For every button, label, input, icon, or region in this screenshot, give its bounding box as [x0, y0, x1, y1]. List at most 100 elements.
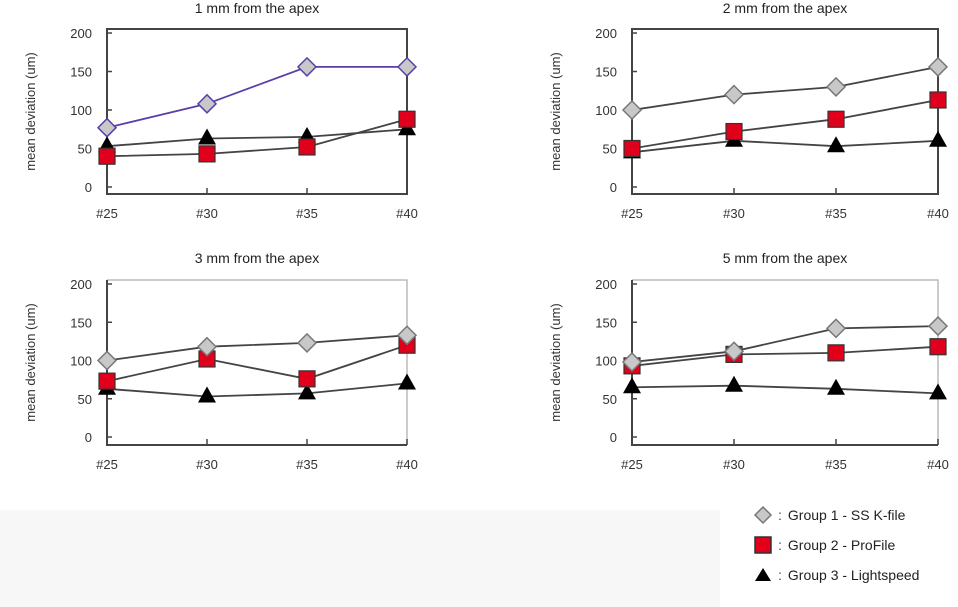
marker-group1-point	[621, 99, 643, 121]
series-line-group1	[106, 334, 408, 362]
x-tick-label: #40	[396, 457, 418, 472]
chart-title: 5 mm from the apex	[723, 250, 848, 266]
y-tick-label: 200	[595, 26, 617, 41]
diamond-icon	[753, 505, 773, 525]
series-line-group2	[631, 345, 939, 367]
square-icon	[754, 536, 772, 554]
y-tick-label: 100	[595, 354, 617, 369]
y-tick-label: 100	[595, 103, 617, 118]
legend-label: Group 3 - Lightspeed	[787, 567, 920, 583]
y-axis-label: mean deviation (um)	[23, 303, 38, 422]
marker-group3-point	[827, 378, 845, 395]
y-tick-label: 0	[610, 430, 617, 445]
marker-group2-point	[827, 110, 845, 128]
series-line-group3	[631, 139, 939, 154]
y-tick-label: 0	[85, 180, 92, 195]
x-tick-label: #30	[196, 457, 218, 472]
y-tick-label: 50	[603, 392, 617, 407]
marker-group1-point	[396, 325, 418, 346]
marker-group2-point	[929, 338, 947, 356]
marker-group1-point	[927, 56, 949, 77]
marker-group1-point	[825, 318, 847, 339]
marker-group3-point	[398, 373, 416, 390]
y-tick-label: 0	[85, 430, 92, 445]
plot-frame-top-right	[632, 279, 939, 445]
marker-group2-point	[827, 344, 845, 362]
chart-panel-4: 5 mm from the apex mean deviation (um) 0 50…	[548, 250, 949, 472]
x-tick-label: #30	[196, 206, 218, 221]
x-tick-label: #40	[927, 206, 949, 221]
y-tick-label: 150	[70, 65, 92, 80]
marker-group3-point	[623, 377, 641, 394]
marker-group2-point	[98, 372, 116, 390]
x-tick-label: #35	[296, 206, 318, 221]
x-tick-label: #25	[621, 206, 643, 221]
plot-frame	[631, 28, 939, 195]
marker-group1-point	[621, 351, 643, 373]
chart-panel-1: 1 mm from the apex mean deviation (um) 0 50…	[23, 0, 418, 221]
x-tick-label: #35	[825, 206, 847, 221]
marker-group1-point	[196, 93, 218, 114]
triangle-icon	[755, 568, 771, 581]
y-tick-label: 150	[70, 315, 92, 330]
plot-axes	[631, 280, 938, 446]
x-tick-label: #40	[396, 206, 418, 221]
legend-item-group2: : Group 2 - ProFile	[752, 530, 958, 560]
series-line-group3	[106, 382, 408, 398]
marker-group1-point	[723, 341, 745, 362]
chart-title: 2 mm from the apex	[723, 0, 848, 16]
x-tick-label: #30	[723, 457, 745, 472]
marker-group3-point	[198, 386, 216, 403]
x-tick-label: #25	[96, 457, 118, 472]
legend-colon: :	[778, 567, 782, 583]
legend-colon: :	[778, 507, 782, 523]
charts-canvas: 1 mm from the apex mean deviation (um) 0 50…	[23, 0, 949, 472]
marker-group3-point	[827, 136, 845, 153]
y-tick-label: 200	[70, 26, 92, 41]
plot-axes	[106, 280, 407, 446]
y-tick-label: 0	[610, 180, 617, 195]
series-line-group1	[631, 325, 939, 363]
legend-label: Group 1 - SS K-file	[787, 507, 906, 523]
y-tick-label: 100	[70, 103, 92, 118]
marker-group2-point	[298, 370, 316, 388]
series-line-group3	[631, 384, 939, 395]
marker-group3-point	[298, 383, 316, 400]
marker-group1-point	[296, 332, 318, 353]
marker-group2-point	[929, 91, 947, 109]
x-tick-label: #40	[927, 457, 949, 472]
series-line-group2	[106, 344, 408, 383]
y-tick-label: 50	[78, 142, 92, 157]
marker-group1-point	[96, 117, 118, 138]
marker-group1-point	[296, 56, 318, 77]
marker-group1-point	[825, 76, 847, 97]
y-tick-label: 150	[595, 315, 617, 330]
marker-group2-point	[398, 110, 416, 128]
y-tick-label: 50	[78, 392, 92, 407]
chart-title: 3 mm from the apex	[195, 250, 320, 266]
marker-group3-point	[929, 130, 947, 147]
y-axis-label: mean deviation (um)	[548, 52, 563, 171]
marker-group1-point	[723, 84, 745, 105]
marker-group2-point	[725, 122, 743, 141]
series-line-group2	[106, 118, 408, 158]
marker-group1-point	[96, 350, 118, 371]
series-line-group1	[631, 66, 939, 111]
y-tick-label: 200	[595, 277, 617, 292]
chart-panel-3: 3 mm from the apex mean deviation (um) 0 50…	[23, 250, 418, 472]
marker-group3-point	[929, 383, 947, 400]
legend-label: Group 2 - ProFile	[787, 537, 896, 553]
legend: : Group 1 - SS K-file : Group 2 - ProFil…	[752, 500, 958, 590]
y-axis-label: mean deviation (um)	[548, 303, 563, 422]
legend-colon: :	[778, 537, 782, 553]
marker-group2-point	[298, 138, 316, 156]
x-tick-label: #25	[621, 457, 643, 472]
chart-title: 1 mm from the apex	[195, 0, 320, 16]
series-line-group2	[631, 99, 939, 150]
y-tick-label: 50	[603, 142, 617, 157]
marker-group1-point	[196, 336, 218, 357]
marker-group3-point	[198, 128, 216, 145]
chart-panel-2: 2 mm from the apex mean deviation (um) 0 50…	[548, 0, 949, 221]
plot-frame	[106, 28, 408, 195]
marker-group3-point	[725, 375, 743, 392]
